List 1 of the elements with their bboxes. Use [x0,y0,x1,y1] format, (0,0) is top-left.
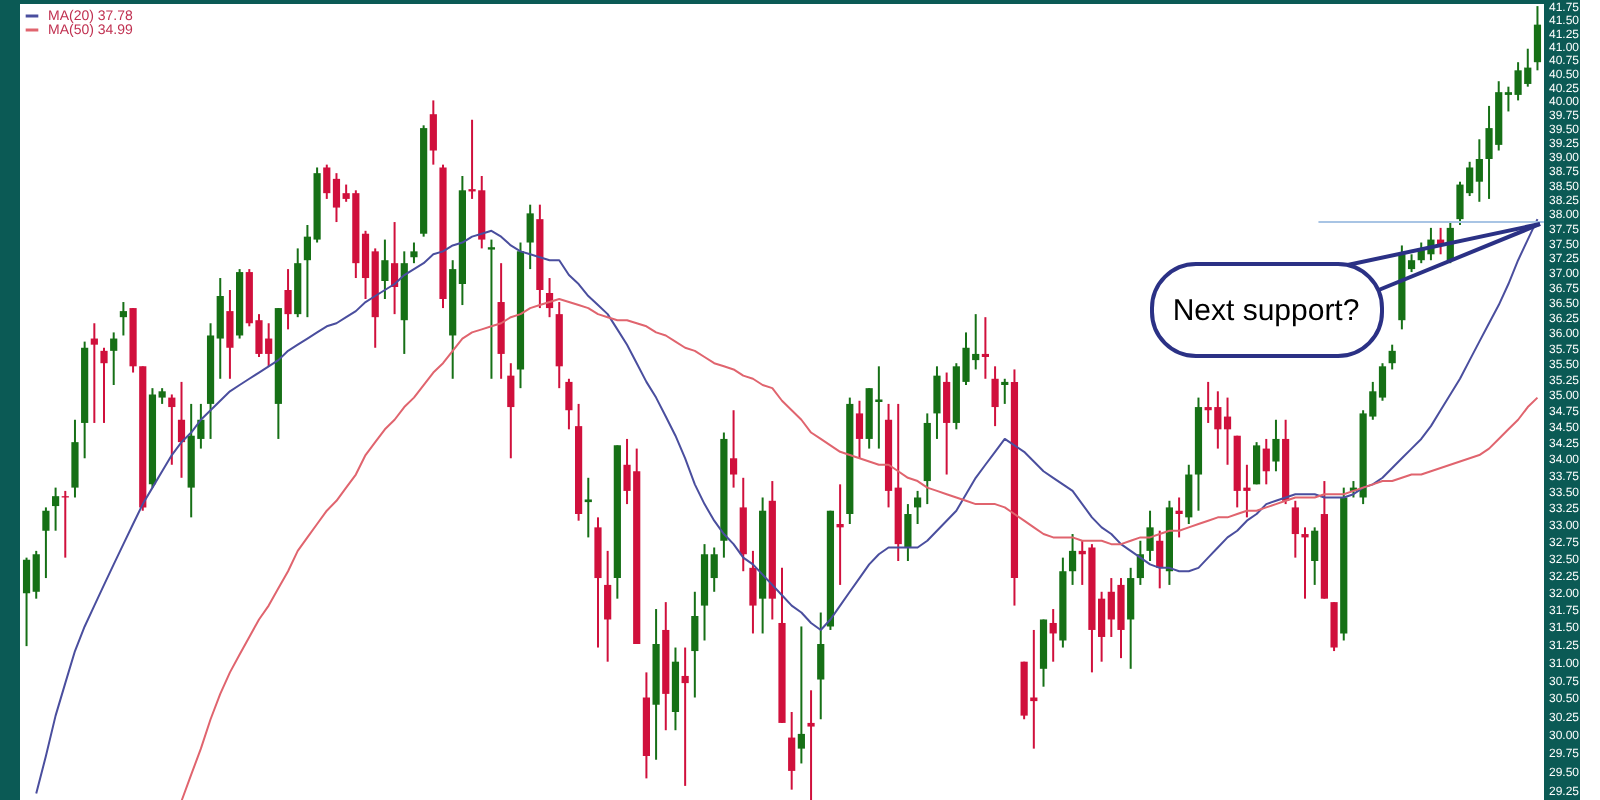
annotation: Next support? [1172,294,1360,328]
